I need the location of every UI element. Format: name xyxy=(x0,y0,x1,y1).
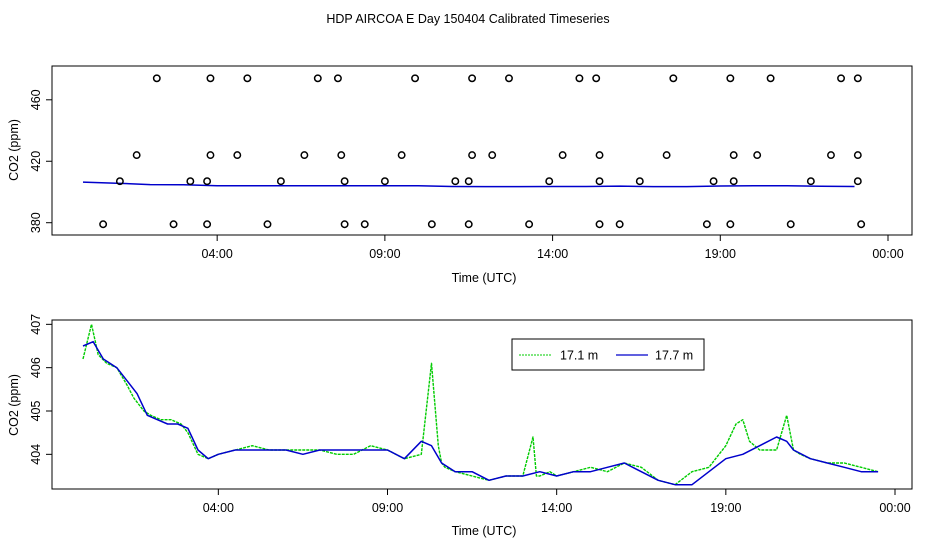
top-x-tick-label-0: 04:00 xyxy=(202,247,233,261)
top-calibration-point-29 xyxy=(853,151,862,160)
top-calibration-point-42 xyxy=(729,177,738,186)
top-calibration-point-8 xyxy=(575,74,584,83)
top-calibration-point-56 xyxy=(702,220,711,229)
bottom-y-tick-label-0: 404 xyxy=(29,444,43,465)
top-x-tick-label-2: 14:00 xyxy=(537,247,568,261)
top-calibration-point-40 xyxy=(635,177,644,186)
top-calibration-point-33 xyxy=(276,177,285,186)
top-calibration-point-24 xyxy=(595,151,604,160)
top-x-tick-label-1: 09:00 xyxy=(369,247,400,261)
legend: 17.1 m 17.7 m xyxy=(511,338,705,371)
top-y-axis-label: CO2 (ppm) xyxy=(7,119,21,181)
top-calibration-point-17 xyxy=(233,151,242,160)
top-calibration-point-19 xyxy=(337,151,346,160)
top-calibration-point-6 xyxy=(468,74,477,83)
top-calibration-point-50 xyxy=(360,220,369,229)
bottom-x-tick-label-3: 19:00 xyxy=(710,501,741,515)
top-series-line-0 xyxy=(82,181,855,188)
top-calibration-point-34 xyxy=(340,177,349,186)
top-calibration-point-32 xyxy=(203,177,212,186)
bottom-x-tick-label-2: 14:00 xyxy=(541,501,572,515)
top-calibration-point-39 xyxy=(595,177,604,186)
top-calibration-point-41 xyxy=(709,177,718,186)
top-x-tick-label-4: 00:00 xyxy=(872,247,903,261)
top-calibration-point-13 xyxy=(837,74,845,83)
top-calibration-point-59 xyxy=(857,220,866,229)
top-calibration-point-53 xyxy=(525,220,534,229)
bottom-x-tick-label-1: 09:00 xyxy=(372,501,403,515)
top-calibration-point-2 xyxy=(243,74,252,83)
bottom-y-tick-label-1: 405 xyxy=(29,401,43,422)
top-calibration-point-18 xyxy=(300,151,309,160)
top-calibration-point-51 xyxy=(427,220,436,229)
top-panel-axes: 04:00 09:00 14:00 19:00 00:00 380 420 460 xyxy=(29,89,904,261)
chart-title: HDP AIRCOA E Day 150404 Calibrated Times… xyxy=(326,12,609,26)
top-calibration-point-43 xyxy=(806,177,815,186)
bottom-y-axis-label: CO2 (ppm) xyxy=(7,374,21,436)
top-calibration-point-27 xyxy=(753,151,762,160)
top-calibration-point-38 xyxy=(545,177,554,186)
top-calibration-point-5 xyxy=(411,74,420,83)
top-calibration-point-45 xyxy=(99,220,108,229)
top-panel-marks xyxy=(82,74,866,229)
top-calibration-point-46 xyxy=(169,220,178,229)
top-calibration-point-16 xyxy=(206,151,215,160)
top-x-axis-label: Time (UTC) xyxy=(452,271,517,285)
bottom-y-tick-label-3: 407 xyxy=(29,314,43,335)
bottom-x-axis-label: Time (UTC) xyxy=(452,524,517,538)
top-calibration-point-7 xyxy=(505,74,513,83)
top-panel-frame xyxy=(51,65,913,236)
top-calibration-point-4 xyxy=(333,74,342,83)
top-calibration-point-28 xyxy=(827,151,835,160)
bottom-panel-frame xyxy=(51,319,913,490)
top-calibration-point-20 xyxy=(397,151,406,160)
top-calibration-point-23 xyxy=(558,151,567,160)
top-calibration-point-25 xyxy=(662,151,671,160)
top-calibration-point-36 xyxy=(451,177,460,186)
top-calibration-point-35 xyxy=(380,177,389,186)
top-calibration-point-12 xyxy=(766,74,775,83)
top-calibration-point-58 xyxy=(786,220,795,229)
top-calibration-point-11 xyxy=(726,74,735,83)
top-calibration-point-3 xyxy=(313,74,322,83)
top-y-tick-label-1: 420 xyxy=(29,151,43,172)
top-calibration-point-49 xyxy=(340,220,349,229)
top-calibration-point-44 xyxy=(853,177,862,186)
bottom-x-tick-label-0: 04:00 xyxy=(203,501,234,515)
top-calibration-point-47 xyxy=(203,220,212,229)
top-y-tick-label-0: 380 xyxy=(29,212,43,233)
bottom-y-tick-label-2: 406 xyxy=(29,357,43,378)
bottom-series-line-1 xyxy=(82,340,879,486)
bottom-series-line-0 xyxy=(82,323,879,486)
top-calibration-point-9 xyxy=(592,74,601,83)
top-y-tick-label-2: 460 xyxy=(29,89,43,110)
top-calibration-point-14 xyxy=(853,74,862,83)
top-calibration-point-15 xyxy=(132,151,141,160)
top-calibration-point-57 xyxy=(726,220,735,229)
top-calibration-point-52 xyxy=(464,220,473,229)
top-calibration-point-31 xyxy=(186,177,195,186)
top-calibration-point-37 xyxy=(464,177,473,186)
top-calibration-point-30 xyxy=(115,177,124,186)
top-calibration-point-10 xyxy=(669,74,678,83)
bottom-x-tick-label-4: 00:00 xyxy=(879,501,910,515)
top-calibration-point-48 xyxy=(263,220,272,229)
top-calibration-point-1 xyxy=(206,74,215,83)
bottom-panel-axes: 04:00 09:00 14:00 19:00 00:00 404 405 406 407 xyxy=(29,314,911,515)
bottom-panel-marks xyxy=(82,323,879,486)
top-x-tick-label-3: 19:00 xyxy=(705,247,736,261)
top-calibration-point-0 xyxy=(152,74,161,83)
top-calibration-point-55 xyxy=(615,220,624,229)
top-calibration-point-22 xyxy=(488,151,497,160)
top-calibration-point-54 xyxy=(595,220,604,229)
legend-label-17-7m: 17.7 m xyxy=(655,349,693,363)
legend-label-17-1m: 17.1 m xyxy=(560,349,598,363)
top-calibration-point-26 xyxy=(729,151,738,160)
top-calibration-point-21 xyxy=(468,151,477,160)
